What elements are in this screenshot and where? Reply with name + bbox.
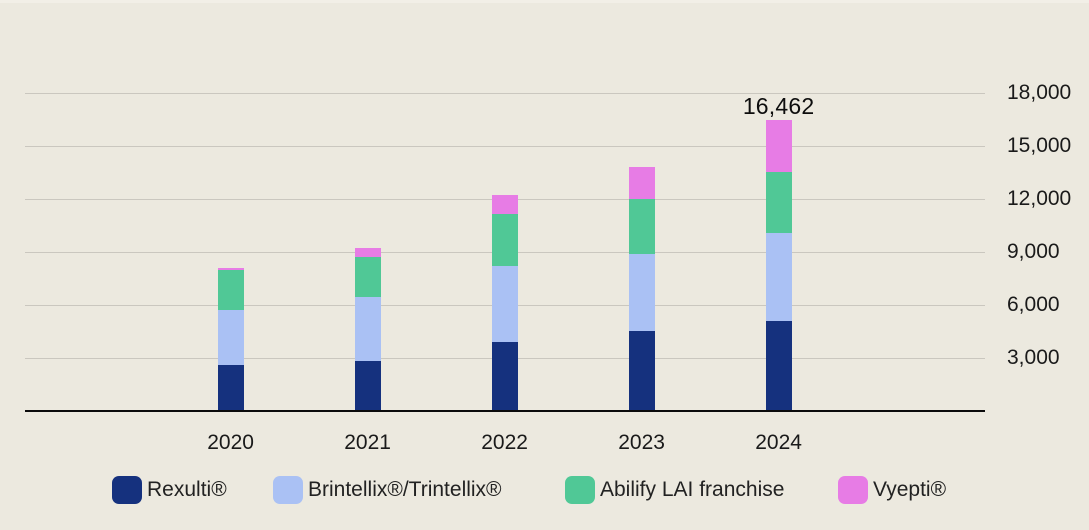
legend-label-0: Rexulti® — [147, 478, 227, 501]
legend-item-2: Abilify LAI franchise — [565, 476, 784, 504]
bar-2020-segment-1 — [217, 310, 244, 365]
bar-2020-segment-3 — [217, 268, 244, 270]
bar-2024-segment-3 — [765, 119, 792, 173]
gridline-15000 — [25, 145, 985, 147]
plot-area — [25, 93, 985, 412]
bar-2024-segment-2 — [765, 172, 792, 233]
bar-2021-segment-2 — [354, 256, 381, 298]
y-tick-label-6000: 6,000 — [1007, 292, 1060, 316]
x-label-2024: 2024 — [755, 431, 802, 454]
bar-2021 — [354, 247, 381, 410]
bar-2022-segment-2 — [491, 214, 518, 266]
legend-label-1: Brintellix®/Trintellix® — [308, 478, 502, 501]
bar-2023-segment-1 — [628, 253, 655, 332]
y-tick-label-18000: 18,000 — [1007, 81, 1072, 104]
gridline-18000 — [25, 93, 985, 94]
legend-item-3: Vyepti® — [838, 476, 946, 504]
bar-2021-segment-3 — [354, 247, 381, 257]
bar-2024-segment-0 — [765, 320, 792, 410]
legend-swatch-0 — [112, 476, 142, 504]
legend-item-0: Rexulti® — [112, 476, 227, 504]
bar-2020 — [217, 268, 244, 410]
chart-legend: Rexulti® Brintellix®/Trintellix® Abilify L… — [0, 476, 1089, 508]
legend-swatch-2 — [565, 476, 595, 504]
legend-label-3: Vyepti® — [873, 478, 947, 501]
x-label-2021: 2021 — [344, 431, 391, 454]
bar-2023-segment-3 — [628, 166, 655, 199]
bar-2023-segment-2 — [628, 198, 655, 254]
bar-2020-segment-2 — [217, 270, 244, 311]
bar-2023-segment-0 — [628, 331, 655, 410]
y-tick-label-12000: 12,000 — [1007, 186, 1072, 210]
bar-2021-segment-0 — [354, 361, 381, 410]
bar-2022 — [491, 195, 518, 410]
x-label-2020: 2020 — [207, 431, 254, 454]
total-label-2024: 16,462 — [742, 93, 815, 120]
bar-2023 — [628, 166, 655, 410]
legend-swatch-1 — [273, 476, 303, 504]
y-tick-label-9000: 9,000 — [1007, 239, 1060, 263]
bar-2020-segment-0 — [217, 364, 244, 410]
window-top-edge — [0, 0, 1089, 3]
legend-label-2: Abilify LAI franchise — [600, 478, 785, 501]
legend-swatch-3 — [838, 476, 868, 504]
x-label-2022: 2022 — [481, 431, 528, 454]
bar-2024 — [765, 119, 792, 410]
x-axis-line — [25, 410, 985, 412]
bar-2022-segment-3 — [491, 195, 518, 215]
bar-2022-segment-1 — [491, 265, 518, 343]
bar-2022-segment-0 — [491, 342, 518, 410]
y-tick-label-3000: 3,000 — [1007, 345, 1060, 369]
bar-2024-segment-1 — [765, 232, 792, 321]
y-tick-label-15000: 15,000 — [1007, 133, 1072, 157]
legend-item-1: Brintellix®/Trintellix® — [273, 476, 502, 504]
bar-2021-segment-1 — [354, 297, 381, 362]
x-label-2023: 2023 — [618, 431, 665, 454]
